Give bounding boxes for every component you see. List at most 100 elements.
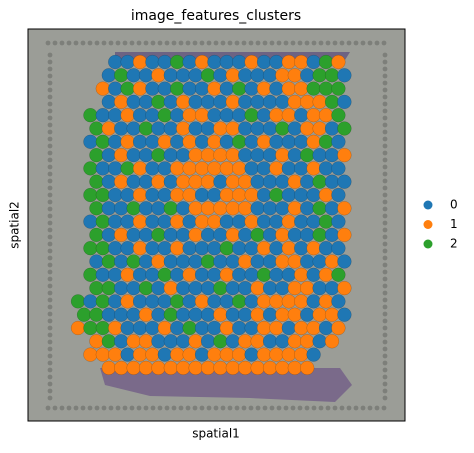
fiducial-dot <box>47 374 53 380</box>
spots <box>70 54 352 376</box>
spot <box>101 360 116 376</box>
spot <box>213 68 228 83</box>
fiducial-dot <box>382 395 388 401</box>
spot <box>114 280 129 296</box>
fiducial-dot <box>185 40 191 46</box>
fiducial-dot <box>206 405 212 411</box>
spot <box>219 161 234 176</box>
fiducial-dot <box>52 405 58 411</box>
fiducial-dot <box>297 40 303 46</box>
fiducial-dot <box>178 40 184 46</box>
spot <box>170 187 185 203</box>
spot <box>287 68 302 83</box>
spot <box>232 161 247 176</box>
spot <box>213 280 228 296</box>
spot <box>312 121 327 136</box>
spot <box>244 134 259 149</box>
fiducial-dot <box>382 199 388 205</box>
fiducial-dot <box>87 40 93 46</box>
spot <box>250 201 265 216</box>
spot <box>250 254 265 269</box>
spot <box>244 108 259 123</box>
spot <box>219 347 234 362</box>
fiducial-dot <box>45 40 51 46</box>
fiducial-dot <box>382 353 388 359</box>
spot <box>89 201 104 216</box>
fiducial-dot <box>382 136 388 142</box>
fiducial-dot <box>199 40 205 46</box>
spot <box>120 267 135 282</box>
fiducial-dot <box>382 108 388 114</box>
spot <box>232 320 247 336</box>
fiducial-dot <box>269 40 275 46</box>
fiducial-dot <box>382 115 388 121</box>
fiducial-dot <box>47 318 53 324</box>
spot <box>324 227 340 243</box>
fiducial-dot <box>66 405 72 411</box>
spot <box>188 360 203 376</box>
spot <box>101 201 116 216</box>
spot <box>262 174 278 189</box>
fiducial-dot <box>234 405 240 411</box>
spot <box>250 307 265 322</box>
spot <box>318 54 334 70</box>
spot <box>294 134 309 149</box>
spot <box>101 334 116 349</box>
spot <box>294 241 309 256</box>
spot <box>101 94 116 110</box>
y-axis-label: spatial2 <box>8 201 22 249</box>
spot <box>331 161 346 176</box>
fiducial-dot <box>129 405 135 411</box>
legend: 0 1 2 <box>423 198 458 251</box>
spot <box>157 134 172 149</box>
fiducial-dot <box>47 339 53 345</box>
spot <box>256 347 272 362</box>
spot <box>200 334 216 349</box>
fiducial-dot <box>382 178 388 184</box>
spot <box>312 201 327 216</box>
fiducial-dot <box>304 405 310 411</box>
spot <box>182 347 197 362</box>
spot <box>157 81 172 96</box>
spot <box>120 187 135 203</box>
spot <box>145 320 160 336</box>
fiducial-dot <box>382 206 388 212</box>
spot <box>182 134 197 149</box>
spot <box>176 121 191 136</box>
fiducial-dot <box>382 227 388 233</box>
fiducial-dot <box>47 80 53 86</box>
spot <box>83 347 98 362</box>
fiducial-dot <box>178 405 184 411</box>
fiducial-dot <box>59 40 65 46</box>
spot <box>151 121 166 136</box>
fiducial-dot <box>171 40 177 46</box>
spot <box>281 347 296 362</box>
spot <box>120 214 135 229</box>
fiducial-dot <box>311 405 317 411</box>
fiducial-dot <box>318 40 324 46</box>
spot <box>312 307 327 322</box>
spot <box>176 360 191 376</box>
spot <box>126 94 141 110</box>
spot <box>250 360 265 376</box>
spot <box>95 161 110 176</box>
spot <box>132 81 148 96</box>
spot <box>287 121 302 136</box>
spot <box>194 108 210 123</box>
fiducial-dot <box>382 157 388 163</box>
spot <box>262 360 278 376</box>
fiducial-dot <box>248 405 254 411</box>
spot <box>294 320 309 336</box>
spot <box>120 241 135 256</box>
fiducial-dot <box>374 405 380 411</box>
spot <box>225 254 240 269</box>
spot <box>244 81 259 96</box>
fiducial-dot <box>381 405 387 411</box>
spot <box>219 108 234 123</box>
spot <box>89 174 104 189</box>
spot <box>225 147 240 163</box>
spot <box>213 147 228 163</box>
fiducial-dot <box>47 395 53 401</box>
spot <box>281 294 296 309</box>
spot <box>238 254 253 269</box>
